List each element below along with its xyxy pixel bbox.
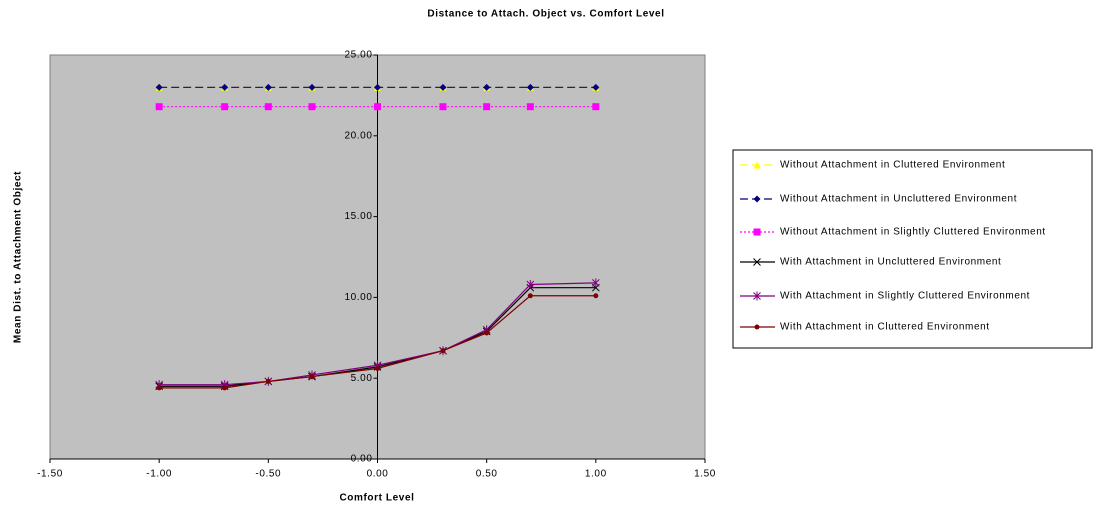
x-tick-label: 0.50 [476, 469, 498, 480]
legend-marker [753, 228, 761, 236]
marker [221, 103, 229, 111]
legend [732, 149, 1093, 349]
marker [439, 83, 447, 91]
y-tick-label: 5.00 [351, 373, 373, 384]
y-tick-label: 10.00 [344, 292, 372, 303]
marker [592, 83, 600, 91]
marker [483, 83, 491, 91]
x-tick-label: 1.50 [694, 469, 716, 480]
marker [155, 103, 163, 111]
marker [374, 83, 381, 91]
marker [440, 348, 446, 354]
legend-label: Without Attachment in Uncluttered Enviro… [780, 194, 1017, 205]
marker [526, 83, 534, 91]
marker [221, 83, 229, 91]
marker [484, 330, 490, 336]
legend-label: With Attachment in Slightly Cluttered En… [780, 291, 1030, 302]
x-tick-label: 0.00 [367, 469, 389, 480]
marker [309, 374, 315, 380]
legend-label: Without Attachment in Cluttered Environm… [780, 160, 1005, 171]
x-tick-label: 1.00 [585, 469, 607, 480]
marker [155, 83, 163, 91]
marker [526, 103, 534, 111]
x-tick-label: -1.50 [37, 469, 63, 480]
legend-marker [754, 324, 760, 330]
marker [264, 103, 272, 111]
marker [592, 103, 600, 111]
x-tick-label: -1.00 [146, 469, 172, 480]
marker [374, 103, 381, 111]
legend-marker [753, 291, 761, 301]
y-tick-label: 15.00 [344, 211, 372, 222]
marker [591, 278, 600, 288]
y-tick-label: 0.00 [351, 454, 373, 465]
marker [593, 293, 599, 299]
legend-label: Without Attachment in Slightly Cluttered… [780, 227, 1046, 238]
legend-marker [753, 258, 761, 266]
marker [308, 103, 316, 111]
marker [265, 378, 271, 384]
y-tick-label: 20.00 [344, 130, 372, 141]
legend-label: With Attachment in Uncluttered Environme… [780, 257, 1001, 268]
marker [439, 103, 447, 111]
chart-title: Distance to Attach. Object vs. Comfort L… [427, 9, 664, 20]
y-tick-label: 25.00 [344, 50, 372, 61]
y-axis-title: Mean Dist. to Attachment Object [13, 171, 24, 343]
marker [156, 385, 162, 391]
marker [526, 279, 535, 289]
marker [222, 385, 228, 391]
x-tick-label: -0.50 [255, 469, 281, 480]
marker [527, 293, 533, 299]
marker [264, 83, 272, 91]
marker [483, 103, 491, 111]
marker [375, 366, 380, 372]
legend-label: With Attachment in Cluttered Environment [780, 322, 990, 333]
marker [308, 83, 316, 91]
legend-marker [753, 195, 761, 203]
x-axis-title: Comfort Level [339, 493, 414, 504]
legend-marker [753, 161, 761, 169]
